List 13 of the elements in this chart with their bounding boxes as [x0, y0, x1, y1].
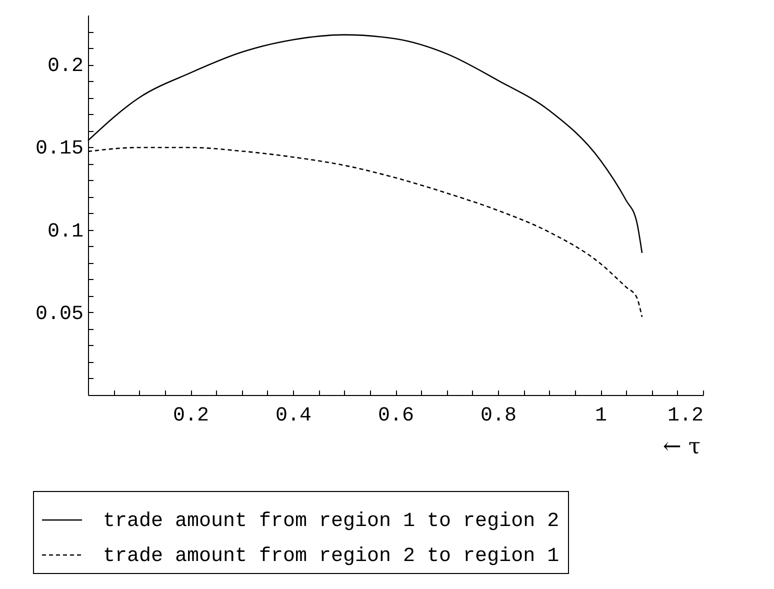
y-tick-label: 0.1: [47, 220, 84, 244]
x-axis-title: ← τ: [662, 434, 700, 460]
y-tick-label: 0.05: [35, 302, 84, 326]
x-tick-label: 0.8: [480, 404, 517, 428]
legend-label: trade amount from region 2 to region 1: [103, 545, 560, 568]
legend-label: trade amount from region 1 to region 2: [103, 510, 560, 533]
x-tick-label: 0.4: [275, 404, 312, 428]
x-tick-label: 1.2: [667, 404, 704, 428]
x-tick-label: 0.6: [378, 404, 414, 428]
x-tick-label: 1: [594, 404, 608, 428]
x-tick-label: 0.2: [172, 404, 210, 428]
y-tick-label: 0.15: [35, 138, 84, 161]
y-tick-label: 0.2: [47, 55, 84, 78]
